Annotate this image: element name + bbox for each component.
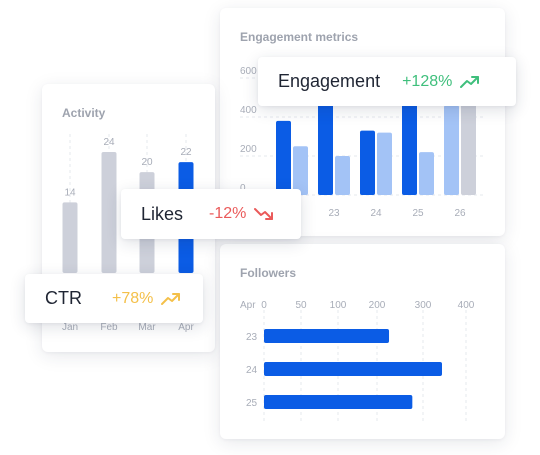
likes-badge-label: Likes [141,203,184,224]
followers-title: Followers [240,266,297,280]
x-tick-label: Mar [138,322,156,333]
x-tick-label: Jan [62,322,78,333]
engagement-bar [318,89,333,195]
bar-value-label: 22 [180,147,192,158]
x-tick-label: 200 [369,300,386,311]
x-tick-label: 50 [295,300,307,311]
bar-value-label: 24 [103,137,115,148]
engagement-bar [419,152,434,195]
y-tick-label: 200 [240,144,257,155]
x-tick-label: Feb [100,322,118,333]
trend-down-icon [254,208,274,220]
y-tick-label: 24 [246,365,258,376]
y-tick-label: 400 [240,105,257,116]
engagement-metrics-chart: 02004006002223242526 [240,66,485,219]
y-tick-label: 600 [240,66,257,77]
ctr-badge-value: +78% [112,289,154,307]
x-tick-label: 400 [458,300,475,311]
activity-bar [101,152,117,273]
x-tick-label: 26 [454,208,466,219]
y-tick-label: 23 [246,332,258,343]
engagement-badge: Engagement +128% [258,57,516,106]
ctr-badge: CTR +78% [25,274,203,323]
x-tick-label: 100 [330,300,347,311]
followers-chart: 0 50 100 200 300 400 Apr 23 24 25 [240,300,475,422]
followers-bar [264,362,442,376]
engagement-bar [377,132,392,195]
engagement-bar [335,156,350,195]
followers-bar [264,395,413,409]
engagement-bar [360,130,375,195]
x-tick-label: Apr [178,322,194,333]
trend-up-icon [460,75,480,88]
followers-bar [264,329,390,343]
followers-card: Followers 0 50 100 200 300 400 Apr 23 24 25 [220,244,505,439]
likes-badge-value: -12% [209,205,247,222]
y-tick-label: 25 [246,398,258,409]
x-tick-label: 24 [370,208,382,219]
x-tick-label: 25 [412,208,424,219]
x-tick-label: 0 [261,300,267,311]
engagement-metrics-title: Engagement metrics [240,30,359,44]
engagement-bar [293,146,308,195]
bar-value-label: 20 [141,157,153,168]
engagement-badge-label: Engagement [278,71,381,91]
likes-badge: Likes -12% [121,189,301,239]
engagement-badge-value: +128% [402,72,453,90]
engagement-bar [461,103,476,195]
engagement-bar [402,93,417,195]
activity-title: Activity [62,106,106,120]
trend-up-icon [161,292,181,305]
y-tick-label: 0 [240,183,246,194]
ctr-badge-label: CTR [45,288,82,308]
engagement-bar [444,105,459,195]
activity-bar [62,202,78,273]
engagement-bar [276,120,291,195]
category-axis-label: Apr [240,300,256,311]
x-tick-label: 300 [415,300,432,311]
x-tick-label: 23 [328,208,340,219]
bar-value-label: 14 [64,187,76,198]
